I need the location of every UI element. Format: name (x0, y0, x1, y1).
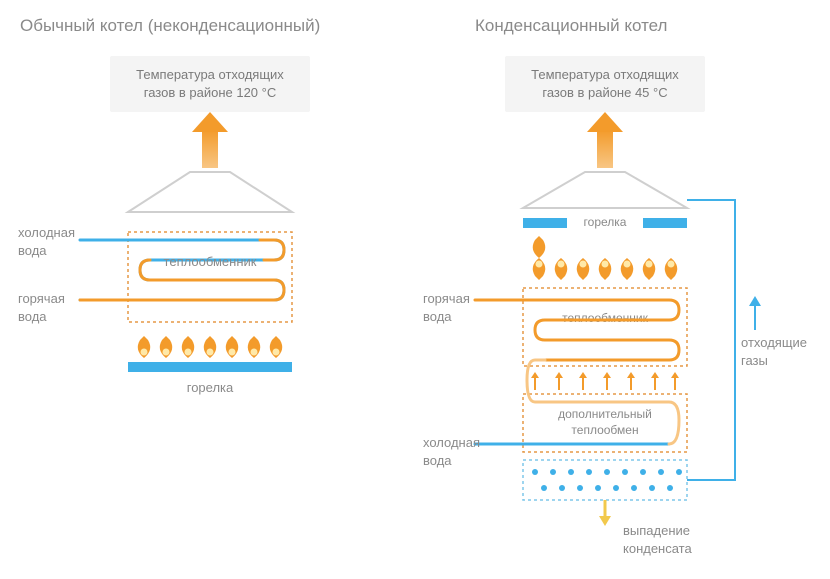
hood-icon (523, 172, 687, 208)
hood-icon (128, 172, 292, 212)
condensate-dots (532, 469, 682, 491)
flames-row (138, 336, 283, 358)
hot-water-label: горячая вода (18, 290, 65, 325)
condensing-boiler-panel: Конденсационный котел Температура отходя… (415, 0, 830, 579)
condensate-box (523, 460, 687, 500)
burner-label: горелка (187, 380, 234, 395)
exhaust-up-arrow-icon (749, 296, 761, 330)
exhaust-arrow-up-icon (192, 112, 228, 168)
left-diagram-svg: теплообменник горелка (0, 0, 415, 560)
down-flames (533, 258, 678, 280)
exhaust-gases-label: отходящие газы (741, 334, 807, 369)
extra-exchanger-label-1: дополнительный (558, 407, 652, 421)
top-burner-label-2: горелка (584, 215, 627, 229)
cold-water-label: холодная вода (18, 224, 75, 259)
coil-stub (260, 240, 284, 260)
right-cold-water-label: холодная вода (423, 434, 480, 469)
condensate-arrow-icon (599, 500, 611, 526)
coil-path (80, 240, 284, 300)
exhaust-arrow-up-icon (587, 112, 623, 168)
condensate-label: выпадение конденсата (623, 522, 692, 557)
conventional-boiler-panel: Обычный котел (неконденсационный) Темпер… (0, 0, 415, 579)
coil-main-rest (535, 320, 679, 360)
heat-exchanger-label: теплообменник (164, 254, 257, 269)
exhaust-return-pipe (687, 200, 735, 480)
intermediate-arrows (531, 372, 679, 390)
right-diagram-svg: горелка горелка (415, 0, 830, 579)
burner-bar (128, 362, 292, 372)
heat-exchanger-box (128, 232, 292, 322)
right-hot-water-label: горячая вода (423, 290, 470, 325)
extra-exchanger-label-2: теплообмен (571, 423, 638, 437)
down-flames-row (533, 236, 546, 258)
main-exchanger-label: теплообменник (562, 311, 649, 325)
